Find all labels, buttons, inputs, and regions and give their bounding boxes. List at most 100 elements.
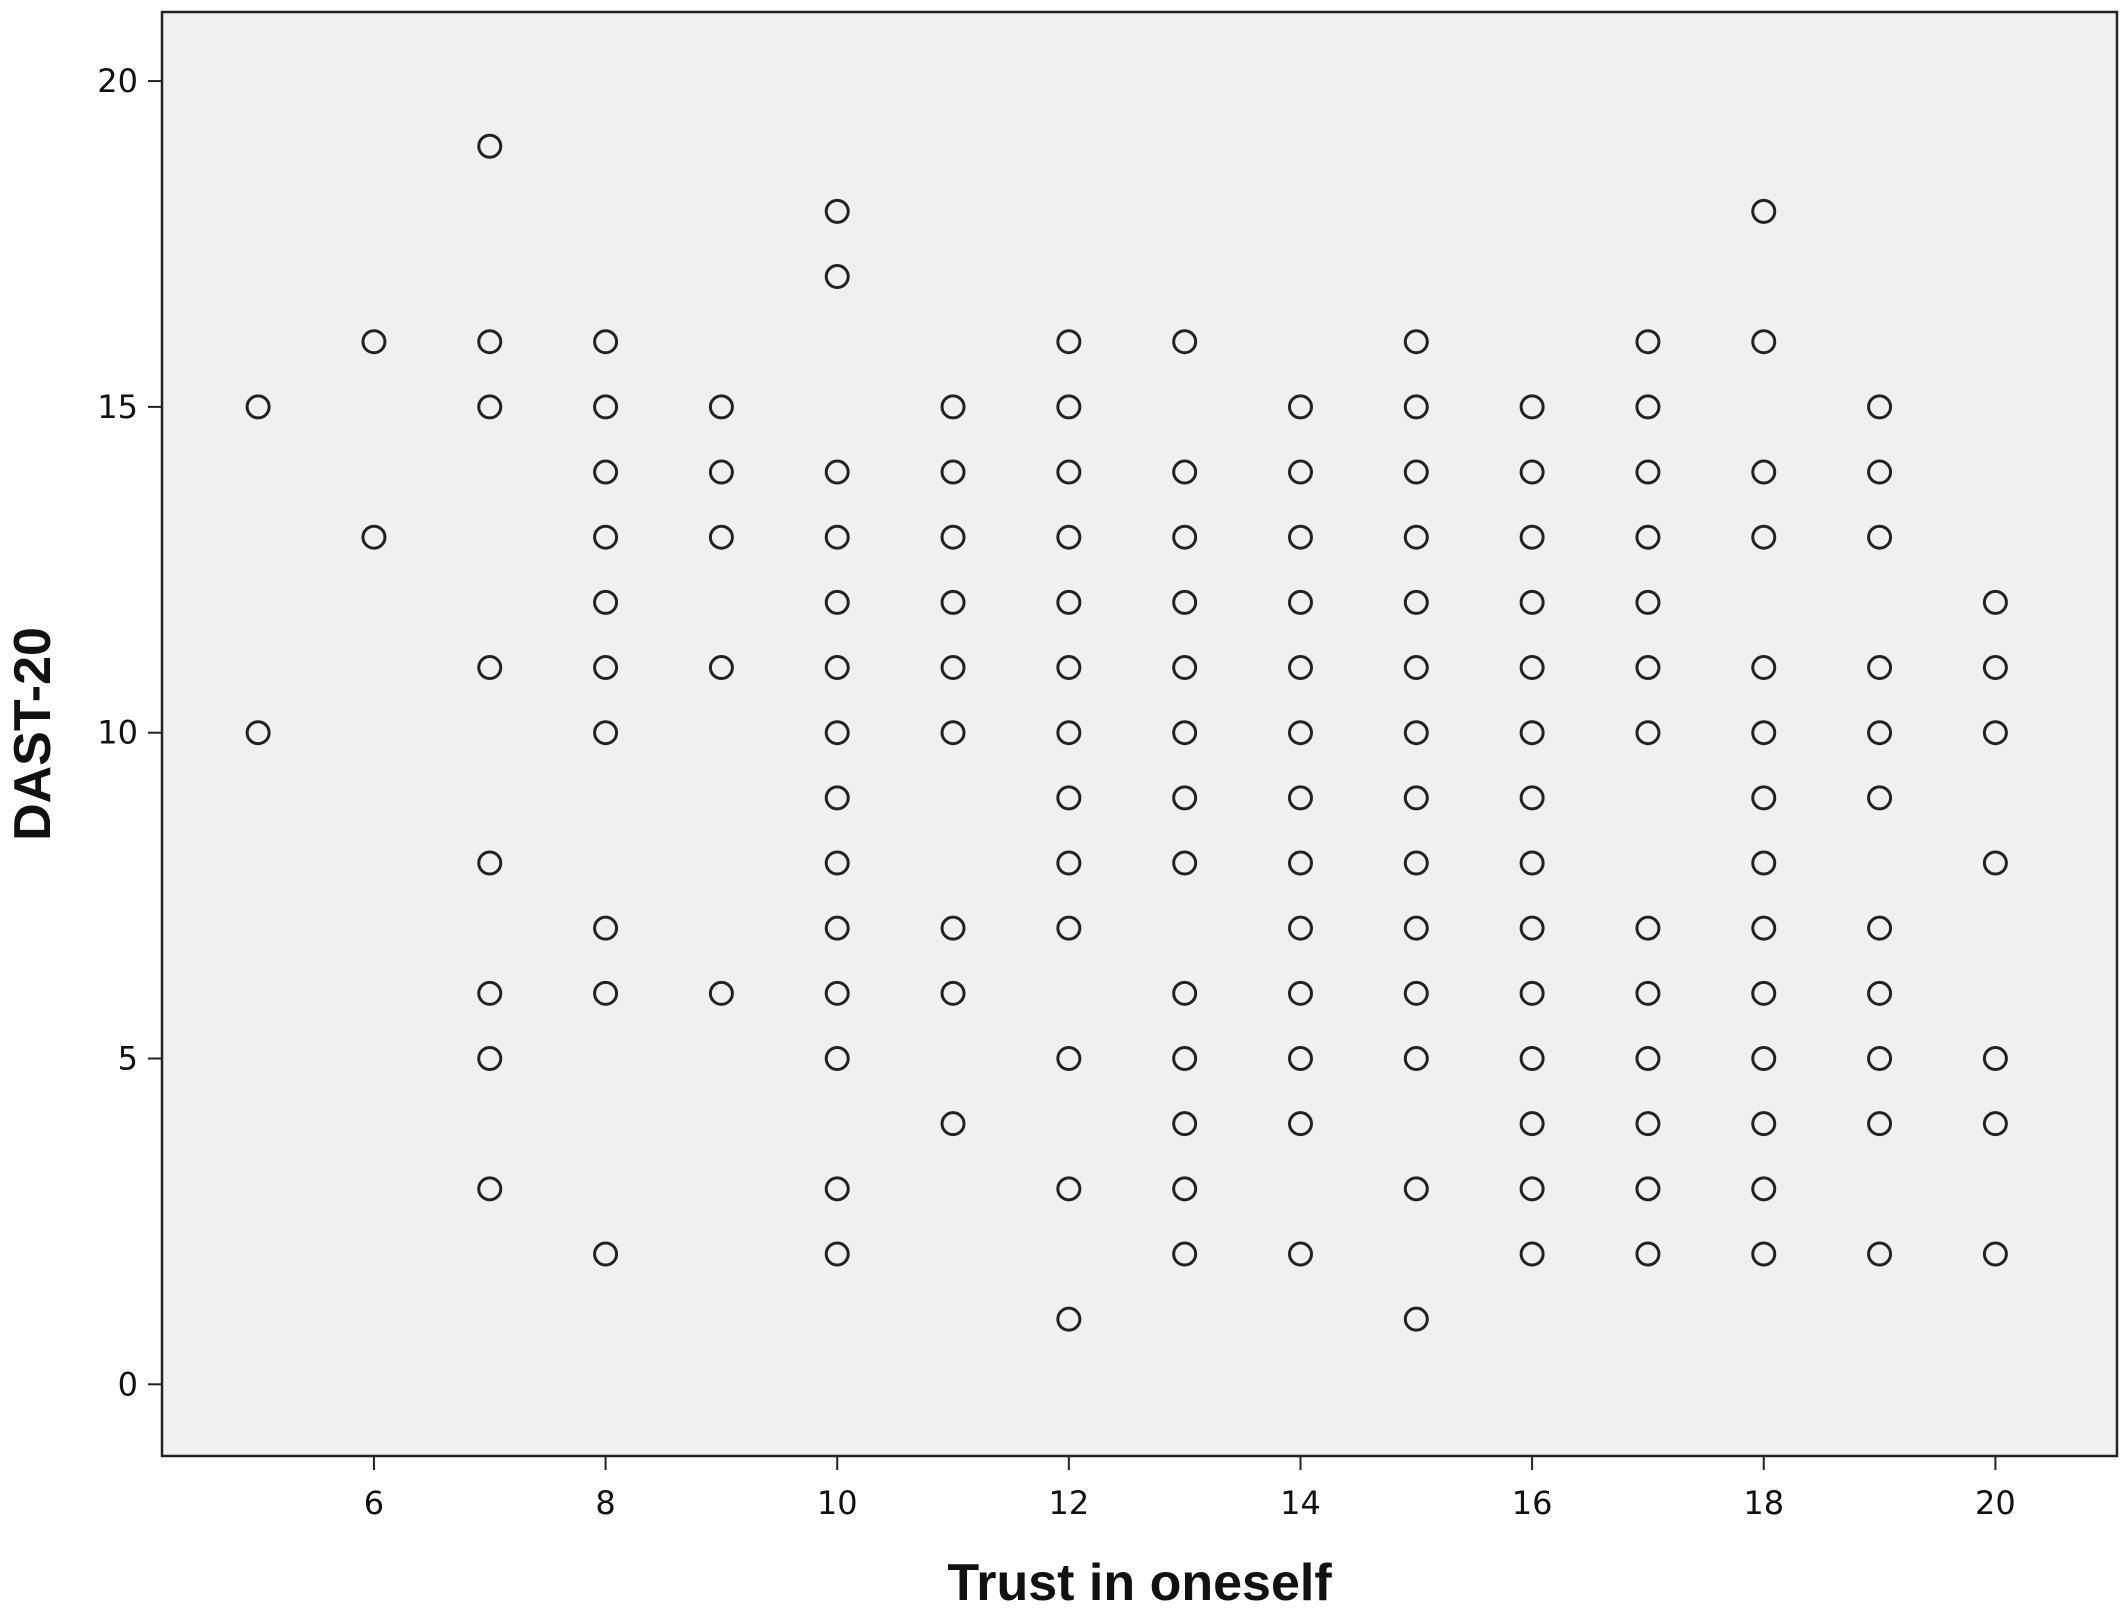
data-point [1287,720,1313,746]
y-tick-label: 0 [118,1365,138,1403]
data-point [1635,980,1661,1006]
data-point [1982,1111,2008,1137]
data-point [1635,589,1661,615]
data-point [824,589,850,615]
data-point [708,524,734,550]
data-point [1867,720,1893,746]
data-point [824,1241,850,1267]
data-point [1056,1046,1082,1072]
y-tick-label: 20 [97,62,138,100]
data-point [1403,524,1429,550]
data-point [708,394,734,420]
data-point [1635,655,1661,681]
data-point [1172,785,1198,811]
data-point [1635,524,1661,550]
data-point [940,1111,966,1137]
data-point [940,915,966,941]
data-point [1751,1111,1777,1137]
data-point [1172,1176,1198,1202]
data-point [593,655,619,681]
data-point [824,785,850,811]
data-point [477,980,503,1006]
data-point [593,1241,619,1267]
data-point [1287,980,1313,1006]
plot-area [162,12,2117,1456]
data-point [940,524,966,550]
data-point [1751,720,1777,746]
data-point [1172,720,1198,746]
data-point [1403,915,1429,941]
data-point [1519,655,1545,681]
data-point [824,264,850,290]
data-point [1751,329,1777,355]
data-point [477,329,503,355]
data-point [824,1176,850,1202]
data-point [1403,589,1429,615]
data-point [1403,1046,1429,1072]
x-tick-label: 18 [1743,1484,1784,1522]
data-point [1403,394,1429,420]
data-point [1635,915,1661,941]
data-point [1751,1176,1777,1202]
data-point [1519,1111,1545,1137]
data-point [1867,655,1893,681]
data-point [940,980,966,1006]
data-point [593,720,619,746]
data-point [940,589,966,615]
data-point [1056,720,1082,746]
plot-frame [160,10,2119,1458]
data-point [1867,524,1893,550]
data-point [1403,1176,1429,1202]
data-point [708,655,734,681]
data-point [708,980,734,1006]
data-point [1056,1306,1082,1332]
data-point [1751,524,1777,550]
data-point [245,720,271,746]
x-tick-label: 8 [595,1484,615,1522]
y-tick-label: 15 [97,388,138,426]
data-point [1056,785,1082,811]
data-point [1172,850,1198,876]
data-point [1287,1241,1313,1267]
data-point [824,720,850,746]
data-point [593,980,619,1006]
data-point [940,720,966,746]
data-point [1635,1111,1661,1137]
data-point [1519,915,1545,941]
data-point [1751,785,1777,811]
data-point [1982,589,2008,615]
data-point [1519,1241,1545,1267]
x-tick-label: 10 [817,1484,858,1522]
data-point [1056,524,1082,550]
data-point [1867,980,1893,1006]
x-tick-label: 14 [1280,1484,1321,1522]
data-point [1751,1241,1777,1267]
data-point [1056,329,1082,355]
data-point [1751,915,1777,941]
data-point [940,394,966,420]
data-point [1635,720,1661,746]
data-point [1287,394,1313,420]
data-point [1519,720,1545,746]
data-point [593,915,619,941]
data-point [824,198,850,224]
data-point [477,850,503,876]
data-point [1867,1241,1893,1267]
data-point [824,915,850,941]
data-point [1635,1176,1661,1202]
data-point [477,1046,503,1072]
data-point [1056,459,1082,485]
data-point [1751,1046,1777,1072]
data-point [245,394,271,420]
data-point [593,459,619,485]
data-point [1172,524,1198,550]
data-point [1403,980,1429,1006]
y-tick-label: 5 [118,1040,138,1078]
data-point [477,133,503,159]
y-axis-title: DAST-20 [4,627,62,841]
data-point [1519,524,1545,550]
data-points [245,133,2008,1332]
data-point [1403,720,1429,746]
data-point [940,459,966,485]
